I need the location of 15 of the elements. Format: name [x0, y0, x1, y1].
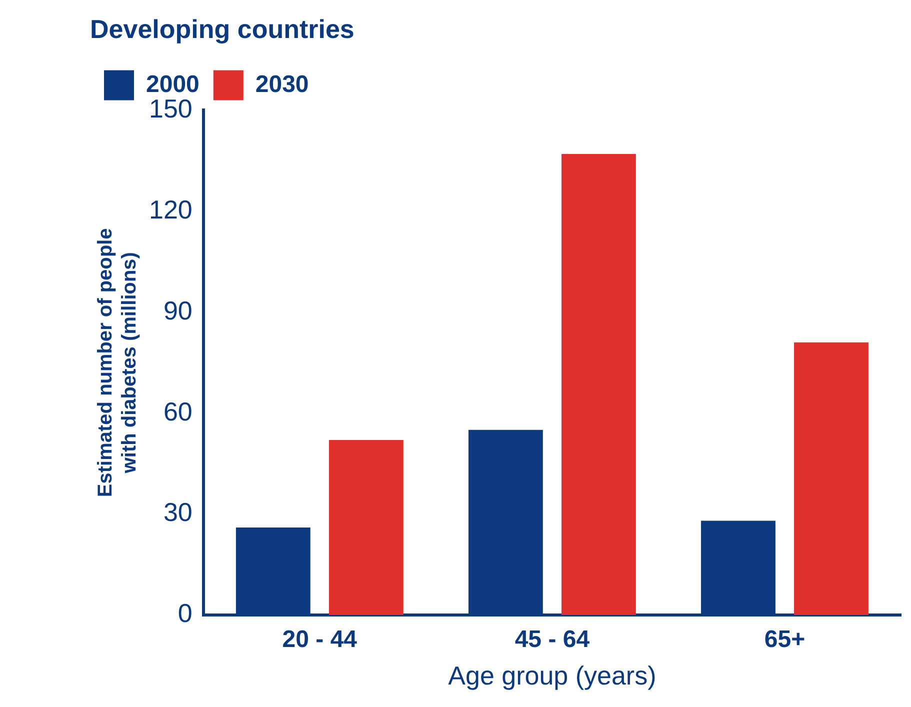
- y-tick-label: 60: [163, 396, 192, 426]
- chart-title: Developing countries: [90, 14, 354, 44]
- x-tick-label: 65+: [764, 626, 806, 654]
- bar: [794, 342, 868, 615]
- y-tick-label: 90: [163, 295, 192, 326]
- y-tick-label: 30: [163, 497, 192, 528]
- y-tick-label: 0: [178, 598, 192, 628]
- y-axis-title: Estimated number of people with diabetes (millions): [94, 228, 141, 498]
- x-axis-title: Age group (years): [448, 660, 656, 691]
- bar: [328, 440, 404, 615]
- bar: [561, 154, 636, 615]
- x-tick-label: 45 - 64: [514, 626, 590, 654]
- legend-label: 2030: [255, 70, 309, 98]
- y-tick-label: 120: [148, 194, 192, 224]
- x-tick-label: 20 - 44: [282, 626, 358, 654]
